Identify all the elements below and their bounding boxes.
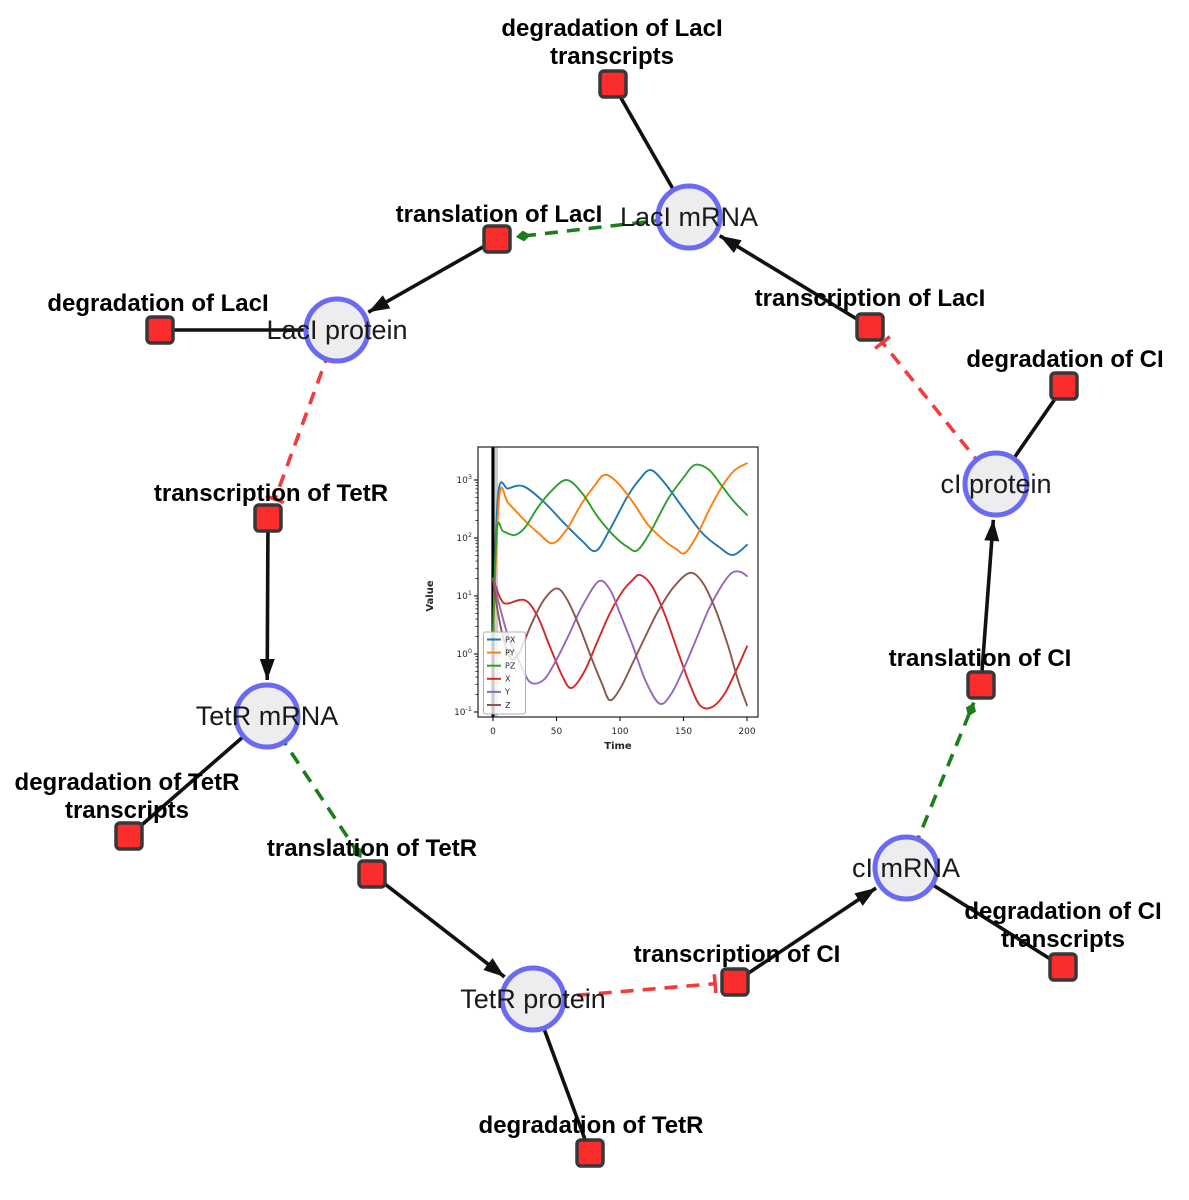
reaction-node-translation-ci[interactable]: [966, 670, 996, 700]
species-node-laci-protein[interactable]: [303, 296, 371, 364]
x-tick-label-150: 150: [675, 727, 692, 737]
y-tick-label-10e0: 100: [456, 647, 472, 660]
legend-label-PX: PX: [505, 635, 516, 644]
reaction-label-deg-ci-transcripts-line0: degradation of CI: [964, 898, 1161, 925]
reaction-node-deg-tetr-transcripts[interactable]: [114, 821, 144, 851]
legend-label-PY: PY: [505, 648, 515, 657]
legend-label-X: X: [505, 675, 511, 684]
y-tick-label-10e1: 101: [456, 589, 472, 602]
reaction-label-deg-laci-transcripts-line1: transcripts: [550, 43, 674, 70]
reaction-node-translation-laci[interactable]: [482, 224, 512, 254]
series-X: [492, 573, 748, 710]
reaction-node-transcription-laci[interactable]: [855, 312, 885, 342]
y-tick-label-10e-1: 10-1: [454, 705, 472, 718]
legend-label-Z: Z: [505, 701, 511, 710]
species-node-tetr-mrna[interactable]: [233, 682, 301, 750]
reaction-label-deg-tetr-transcripts-line0: degradation of TetR: [15, 769, 240, 796]
species-node-tetr-protein[interactable]: [499, 965, 567, 1033]
species-node-ci-protein[interactable]: [962, 450, 1030, 518]
reaction-node-transcription-tetr[interactable]: [253, 503, 283, 533]
species-label-tetr-mrna: TetR mRNA: [196, 701, 339, 731]
reaction-label-translation-ci-line0: translation of CI: [889, 645, 1072, 672]
reaction-label-transcription-ci-line0: transcription of CI: [634, 941, 841, 968]
reaction-label-deg-tetr-line0: degradation of TetR: [479, 1112, 704, 1139]
reaction-label-translation-tetr-line0: translation of TetR: [267, 835, 477, 862]
reaction-node-deg-ci[interactable]: [1049, 371, 1079, 401]
reaction-node-translation-tetr[interactable]: [357, 859, 387, 889]
series-PY: [492, 462, 748, 638]
edge-production-translation-tetr-tetr-protein: [370, 872, 506, 979]
reaction-label-deg-ci-line0: degradation of CI: [966, 346, 1163, 373]
reaction-label-deg-laci-line0: degradation of LacI: [47, 290, 268, 317]
legend-label-Y: Y: [504, 688, 510, 697]
species-label-tetr-protein: TetR protein: [460, 984, 606, 1014]
edge-production-transcription-ci-ci-mrna: [734, 886, 878, 984]
x-tick-label-0: 0: [490, 727, 496, 737]
reaction-label-deg-ci-transcripts-line1: transcripts: [1001, 926, 1125, 953]
edge-production-translation-ci-ci-protein: [979, 519, 1000, 686]
species-label-ci-protein: cI protein: [940, 469, 1051, 499]
legend-label-PZ: PZ: [505, 662, 516, 671]
reaction-label-translation-laci-line0: translation of LacI: [396, 201, 603, 228]
reaction-node-deg-laci[interactable]: [145, 315, 175, 345]
species-layer: [233, 183, 1030, 1033]
reaction-node-deg-ci-transcripts[interactable]: [1048, 952, 1078, 982]
reaction-node-deg-laci-transcripts[interactable]: [598, 69, 628, 99]
series-PX: [492, 469, 748, 638]
species-label-laci-protein: LacI protein: [266, 315, 407, 345]
edge-production-transcription-tetr-tetr-mrna: [259, 517, 275, 681]
chart-xlabel: Time: [604, 741, 632, 752]
reaction-label-deg-laci-transcripts-line0: degradation of LacI: [501, 15, 722, 42]
chart-legend: PX PY PZ XYZ: [483, 631, 526, 715]
series-PZ: [492, 463, 748, 638]
reaction-node-transcription-ci[interactable]: [720, 967, 750, 997]
x-tick-label-200: 200: [738, 727, 755, 737]
reaction-label-transcription-laci-line0: transcription of LacI: [755, 285, 986, 312]
reaction-label-transcription-tetr-line0: transcription of TetR: [154, 480, 388, 507]
reaction-label-deg-tetr-transcripts-line1: transcripts: [65, 797, 189, 824]
reactions-layer: [114, 69, 1079, 1168]
edge-production-transcription-laci-laci-mrna: [718, 234, 871, 329]
edge-production-translation-laci-laci-protein: [367, 237, 498, 314]
chart-axes-box: [477, 446, 759, 718]
species-node-ci-mrna[interactable]: [872, 834, 940, 902]
chart-ylabel: Value: [425, 580, 436, 611]
y-tick-label-10e3: 103: [456, 473, 472, 486]
chart-ticks: 10-1 100 101 102 103 0 50 100 150 200: [454, 473, 756, 737]
x-tick-label-100: 100: [611, 727, 628, 737]
species-label-laci-mrna: LacI mRNA: [620, 202, 758, 232]
labels-layer: LacI mRNA LacI protein TetR mRNA TetR prote…: [15, 15, 1164, 1139]
species-node-laci-mrna[interactable]: [655, 183, 723, 251]
y-tick-label-10e2: 102: [456, 531, 472, 544]
species-label-ci-mrna: cI mRNA: [852, 853, 960, 883]
reaction-node-deg-tetr[interactable]: [575, 1138, 605, 1168]
x-tick-label-50: 50: [551, 727, 563, 737]
